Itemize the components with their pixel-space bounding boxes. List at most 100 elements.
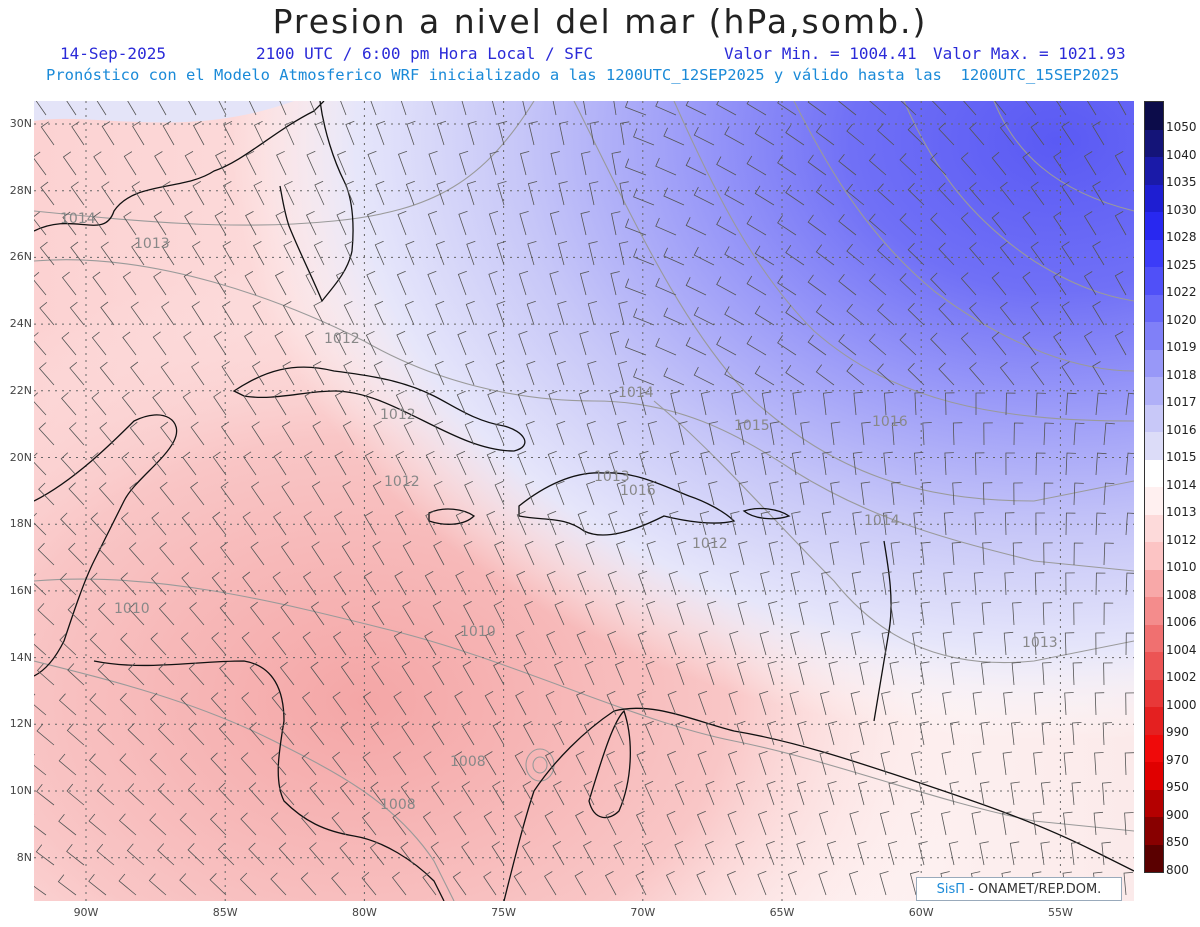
wind-barb	[486, 450, 497, 476]
wind-barb	[243, 391, 257, 416]
wind-barb	[303, 451, 317, 476]
wind-barb	[244, 331, 257, 356]
map-title: Presion a nivel del mar (hPa,somb.)	[272, 2, 928, 41]
wind-barb	[372, 481, 385, 506]
colorbar-cell	[1145, 707, 1163, 735]
wind-barb	[815, 244, 835, 266]
wind-barb	[849, 811, 859, 836]
wind-barb	[240, 752, 257, 776]
wind-barb	[373, 420, 385, 446]
colorbar-label: 950	[1166, 780, 1189, 794]
wind-barb	[396, 270, 407, 296]
wind-barb	[1061, 181, 1075, 206]
wind-barb	[151, 511, 167, 536]
wind-barb	[370, 721, 385, 746]
wind-barb	[899, 153, 917, 176]
wind-barb	[1005, 392, 1016, 416]
wind-barb	[365, 330, 377, 356]
wind-barb	[1117, 101, 1127, 116]
wind-barb	[576, 690, 587, 716]
wind-barb	[969, 122, 985, 146]
wind-barb	[280, 541, 295, 566]
wind-barb	[70, 181, 85, 206]
wind-barb	[493, 600, 505, 626]
wind-barb	[646, 540, 656, 566]
wind-barb	[528, 121, 538, 146]
wind-barb	[423, 751, 437, 776]
wind-barb	[340, 661, 355, 686]
wind-barb	[183, 271, 197, 296]
colorbar-label: 1010	[1166, 560, 1197, 574]
wind-barb	[275, 210, 287, 236]
wind-barb	[731, 391, 741, 416]
wind-barb	[697, 750, 707, 776]
wind-barb	[483, 811, 497, 836]
wind-barb	[375, 180, 385, 206]
wind-barb	[724, 186, 745, 206]
wind-barb	[432, 601, 445, 626]
wind-barb	[241, 631, 257, 656]
colorbar-cell	[1145, 184, 1163, 212]
wind-barb	[515, 690, 527, 716]
wind-barb	[1095, 452, 1107, 476]
wind-barb	[496, 300, 506, 326]
wind-barb	[436, 180, 446, 206]
wind-barb	[790, 631, 800, 656]
wind-barb	[334, 451, 347, 476]
wind-barb	[582, 841, 595, 866]
wind-barb	[619, 181, 629, 206]
wind-barb	[557, 241, 568, 266]
wind-barb	[34, 332, 47, 356]
wind-barb	[587, 301, 598, 326]
wind-barb	[921, 541, 931, 566]
wind-barb	[120, 572, 137, 596]
wind-barb	[485, 570, 497, 596]
wind-barb	[93, 151, 107, 176]
wind-barb	[791, 451, 802, 476]
wind-barb	[152, 331, 167, 356]
wind-barb	[769, 481, 779, 506]
wind-barb	[605, 810, 617, 836]
wind-barb	[705, 720, 716, 746]
wind-barb	[465, 300, 475, 326]
wind-barb	[1065, 572, 1075, 596]
wind-barb	[974, 452, 985, 476]
wind-barb	[931, 101, 947, 116]
wind-barb	[914, 392, 924, 416]
wind-barb	[789, 691, 799, 716]
latitude-label: 22N	[9, 383, 32, 397]
wind-barb	[120, 632, 137, 656]
wind-barb	[727, 750, 738, 776]
wind-barb	[272, 631, 287, 656]
wind-barb	[486, 510, 497, 536]
wind-barb	[281, 481, 295, 506]
wind-barb	[974, 512, 984, 536]
wind-barb	[278, 842, 295, 866]
wind-barb	[35, 101, 47, 116]
wind-barb	[214, 211, 227, 236]
wind-barb	[1013, 422, 1024, 446]
wind-barb	[213, 331, 227, 356]
wind-barb	[859, 601, 869, 626]
wind-barb	[577, 570, 587, 596]
wind-barb	[404, 300, 415, 326]
wind-barb	[765, 840, 775, 866]
wind-barb	[392, 811, 407, 836]
wind-barb	[487, 390, 497, 416]
wind-barb	[639, 391, 650, 416]
wind-barb	[960, 332, 977, 356]
wind-barb	[392, 751, 407, 776]
latitude-label: 28N	[9, 183, 32, 197]
wind-barb	[497, 121, 508, 146]
wind-barb	[1095, 572, 1106, 596]
wind-barb	[857, 781, 868, 806]
wind-barb	[497, 181, 507, 206]
wind-barb	[952, 482, 962, 506]
wind-barb	[575, 750, 587, 776]
wind-barb	[999, 121, 1015, 146]
wind-barb	[488, 210, 499, 236]
contour-label: 1015	[734, 418, 770, 434]
wind-barb	[154, 151, 167, 176]
wind-barb	[1064, 632, 1075, 656]
wind-barb	[34, 392, 47, 416]
